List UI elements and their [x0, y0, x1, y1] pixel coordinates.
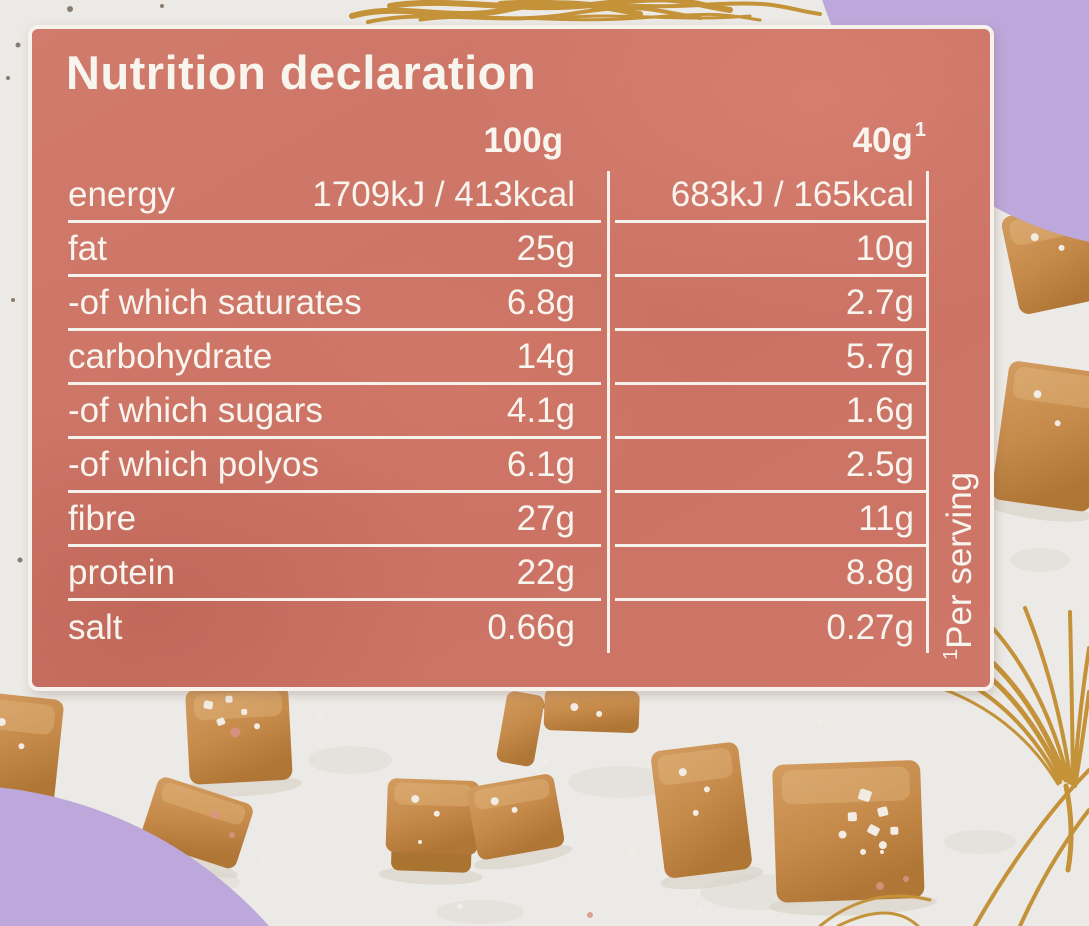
- value-100g: 6.1g: [506, 444, 575, 484]
- value-40g: 683kJ / 165kcal: [670, 174, 914, 214]
- value-100g: 6.8g: [506, 282, 575, 322]
- footnote-marker: 1: [940, 648, 962, 660]
- value-40g: 2.5g: [845, 444, 914, 484]
- table-row-salt: salt 0.66g 0.27g: [68, 601, 926, 655]
- row-label: energy: [68, 174, 176, 214]
- per-serving-footnote: 1Per serving: [940, 472, 980, 662]
- value-40g: 1.6g: [845, 390, 914, 430]
- row-label: fibre: [68, 498, 137, 538]
- value-100g: 22g: [516, 552, 575, 592]
- column-header-100g: 100g: [483, 121, 564, 160]
- column-divider-right: [926, 171, 929, 653]
- table-row-fat: fat 25g 10g: [68, 223, 926, 277]
- table-row-polyos: -of which polyos 6.1g 2.5g: [68, 439, 926, 493]
- nutrition-table: energy 1709kJ / 413kcal 683kJ / 165kcal f…: [68, 169, 926, 655]
- value-100g: 4.1g: [506, 390, 575, 430]
- fudge-piece: [768, 760, 937, 916]
- column-headers: 100g 40g 1: [68, 119, 926, 161]
- palm-leaf-top: [349, 0, 822, 24]
- fudge-piece: [651, 742, 764, 890]
- value-100g: 1709kJ / 413kcal: [312, 174, 575, 214]
- value-40g: 2.7g: [845, 282, 914, 322]
- fudge-piece: [467, 774, 573, 870]
- row-label: salt: [68, 608, 123, 647]
- value-40g: 0.27g: [826, 608, 914, 647]
- footnote-label: Per serving: [940, 471, 979, 649]
- value-100g: 14g: [516, 336, 575, 376]
- column-divider-left: [607, 171, 610, 653]
- nutrition-panel: Nutrition declaration 100g 40g 1 energy 17…: [28, 25, 994, 691]
- table-row-energy: energy 1709kJ / 413kcal 683kJ / 165kcal: [68, 169, 926, 223]
- row-label: -of which saturates: [68, 282, 362, 322]
- row-label: fat: [68, 228, 107, 268]
- value-100g: 25g: [516, 228, 575, 268]
- palm-leaf-bottom-right: [818, 606, 1089, 926]
- row-label: carbohydrate: [68, 336, 273, 376]
- table-row-saturates: -of which saturates 6.8g 2.7g: [68, 277, 926, 331]
- row-label: protein: [68, 552, 176, 592]
- fudge-piece: [543, 688, 640, 734]
- footnote-marker: 1: [914, 119, 926, 141]
- fudge-piece: [983, 361, 1089, 522]
- salt-crystals: [203, 695, 260, 738]
- value-40g: 5.7g: [845, 336, 914, 376]
- table-row-protein: protein 22g 8.8g: [68, 547, 926, 601]
- row-label: -of which sugars: [68, 390, 323, 430]
- column-header-40g: 40g 1: [852, 119, 926, 160]
- row-label: -of which polyos: [68, 444, 319, 484]
- table-row-carbohydrate: carbohydrate 14g 5.7g: [68, 331, 926, 385]
- table-row-sugars: -of which sugars 4.1g 1.6g: [68, 385, 926, 439]
- salt-crystals: [838, 788, 899, 855]
- panel-title: Nutrition declaration: [66, 46, 537, 99]
- value-40g: 11g: [858, 498, 914, 538]
- value-40g: 8.8g: [845, 552, 914, 592]
- fudge-piece: [378, 778, 483, 885]
- table-row-fibre: fibre 27g 11g: [68, 493, 926, 547]
- salt-scatter: [211, 712, 1004, 918]
- lavender-corner-bottom-left: [0, 787, 269, 926]
- value-100g: 27g: [516, 498, 575, 538]
- fudge-piece: [496, 691, 545, 767]
- value-100g: 0.66g: [487, 608, 575, 647]
- fudge-piece: [182, 685, 303, 797]
- surface-mottling: [6, 4, 1070, 924]
- value-40g: 10g: [855, 228, 914, 268]
